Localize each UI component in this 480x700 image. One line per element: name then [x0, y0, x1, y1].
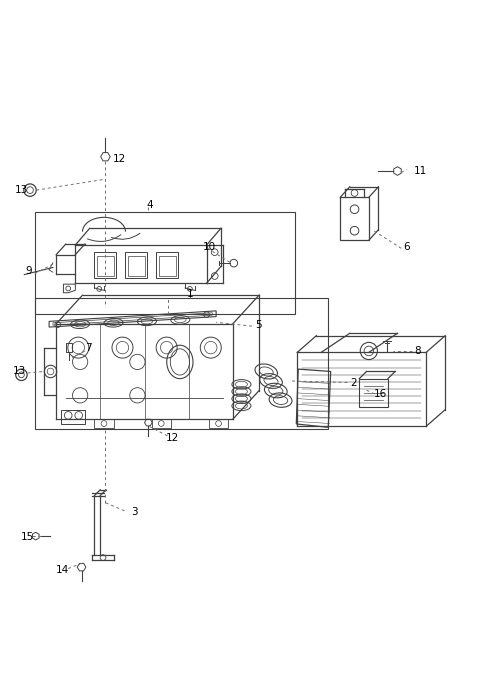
Bar: [159, 256, 176, 276]
Bar: [97, 256, 114, 276]
Bar: [125, 252, 147, 279]
Bar: [128, 256, 144, 276]
Text: 3: 3: [131, 508, 137, 517]
Text: 5: 5: [255, 320, 262, 330]
Text: 10: 10: [203, 242, 216, 252]
Text: 9: 9: [26, 266, 32, 276]
Bar: [156, 252, 178, 279]
Text: 15: 15: [21, 532, 34, 542]
Text: 1: 1: [187, 288, 193, 299]
Text: 12: 12: [113, 154, 126, 164]
Text: 4: 4: [146, 200, 153, 210]
Text: 8: 8: [414, 346, 421, 356]
Bar: [35, 298, 328, 428]
Text: 13: 13: [15, 185, 28, 195]
Text: 13: 13: [13, 367, 26, 377]
Bar: [95, 252, 116, 279]
Bar: [95, 419, 114, 428]
Bar: [35, 211, 295, 314]
Bar: [66, 343, 72, 352]
Text: 7: 7: [85, 342, 92, 353]
Bar: [209, 419, 228, 428]
Text: 2: 2: [350, 379, 357, 389]
Text: 11: 11: [414, 166, 427, 176]
Text: 16: 16: [374, 389, 387, 399]
Text: 6: 6: [403, 242, 409, 253]
Text: 14: 14: [56, 566, 69, 575]
Bar: [152, 419, 171, 428]
Text: 12: 12: [166, 433, 179, 443]
